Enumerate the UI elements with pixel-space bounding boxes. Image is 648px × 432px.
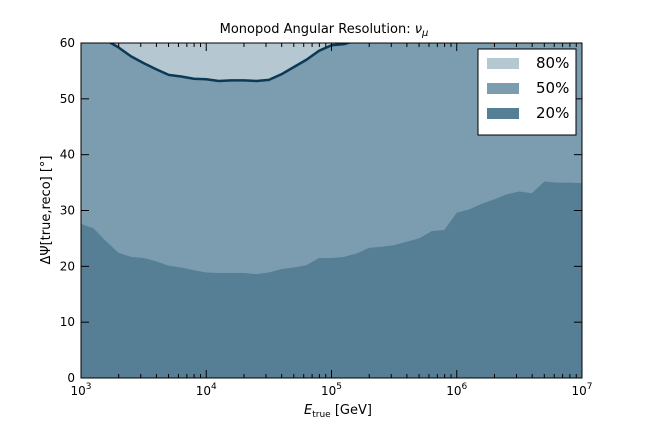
plot-areas <box>81 43 582 378</box>
legend: 80% 50% 20% <box>477 48 577 136</box>
y-tick-label: 10 <box>60 315 75 329</box>
legend-swatch-p80 <box>487 58 519 69</box>
x-ticks: 103 104 105 106 107 <box>70 43 593 398</box>
y-ticks: 0 10 20 30 40 50 60 <box>60 36 582 385</box>
chart-title-text: Monopod Angular Resolution: <box>220 22 415 37</box>
legend-swatch-p20 <box>487 108 519 119</box>
area-p20 <box>81 181 582 378</box>
legend-label-p50: 50% <box>536 79 569 97</box>
y-tick-label: 30 <box>60 204 75 218</box>
y-axis-label-main: ΔΨ[true,reco] [ <box>39 167 54 264</box>
x-tick-label: 103 <box>70 382 91 398</box>
x-tick-label-base: 10 <box>571 384 586 398</box>
legend-label-p20: 20% <box>536 104 569 122</box>
x-axis-label: Etrue [GeV] <box>304 403 372 420</box>
y-tick-label: 0 <box>67 371 75 385</box>
y-tick-label: 20 <box>60 259 75 273</box>
x-axis-label-main: E <box>304 403 313 418</box>
y-tick-label: 50 <box>60 92 75 106</box>
x-tick-label-exp: 5 <box>336 382 342 392</box>
x-tick-label: 104 <box>196 382 217 398</box>
y-axis-label-deg: ° <box>39 161 54 168</box>
x-tick-label-exp: 3 <box>86 382 92 392</box>
y-axis-label-close: ] <box>39 155 54 160</box>
x-tick-label-base: 10 <box>70 384 85 398</box>
x-axis-label-sub: true <box>312 410 331 420</box>
legend-swatch-p50 <box>487 83 519 94</box>
y-tick-label: 60 <box>60 36 75 50</box>
chart-title-nu: ν <box>415 22 422 37</box>
y-tick-label: 40 <box>60 148 75 162</box>
x-tick-label-base: 10 <box>321 384 336 398</box>
x-axis-label-unit: [GeV] <box>331 403 372 418</box>
x-tick-label-base: 10 <box>196 384 211 398</box>
chart-title: Monopod Angular Resolution: νμ <box>220 22 429 39</box>
legend-label-p80: 80% <box>536 54 569 72</box>
x-tick-label-exp: 6 <box>462 382 468 392</box>
chart-title-mu: μ <box>421 28 428 39</box>
x-tick-label: 105 <box>321 382 342 398</box>
x-tick-label: 107 <box>571 382 592 398</box>
x-tick-label: 106 <box>446 382 467 398</box>
x-tick-label-base: 10 <box>446 384 461 398</box>
y-axis-label: ΔΨ[true,reco] [°] <box>39 155 54 264</box>
x-tick-label-exp: 4 <box>211 382 217 392</box>
x-tick-label-exp: 7 <box>587 382 593 392</box>
